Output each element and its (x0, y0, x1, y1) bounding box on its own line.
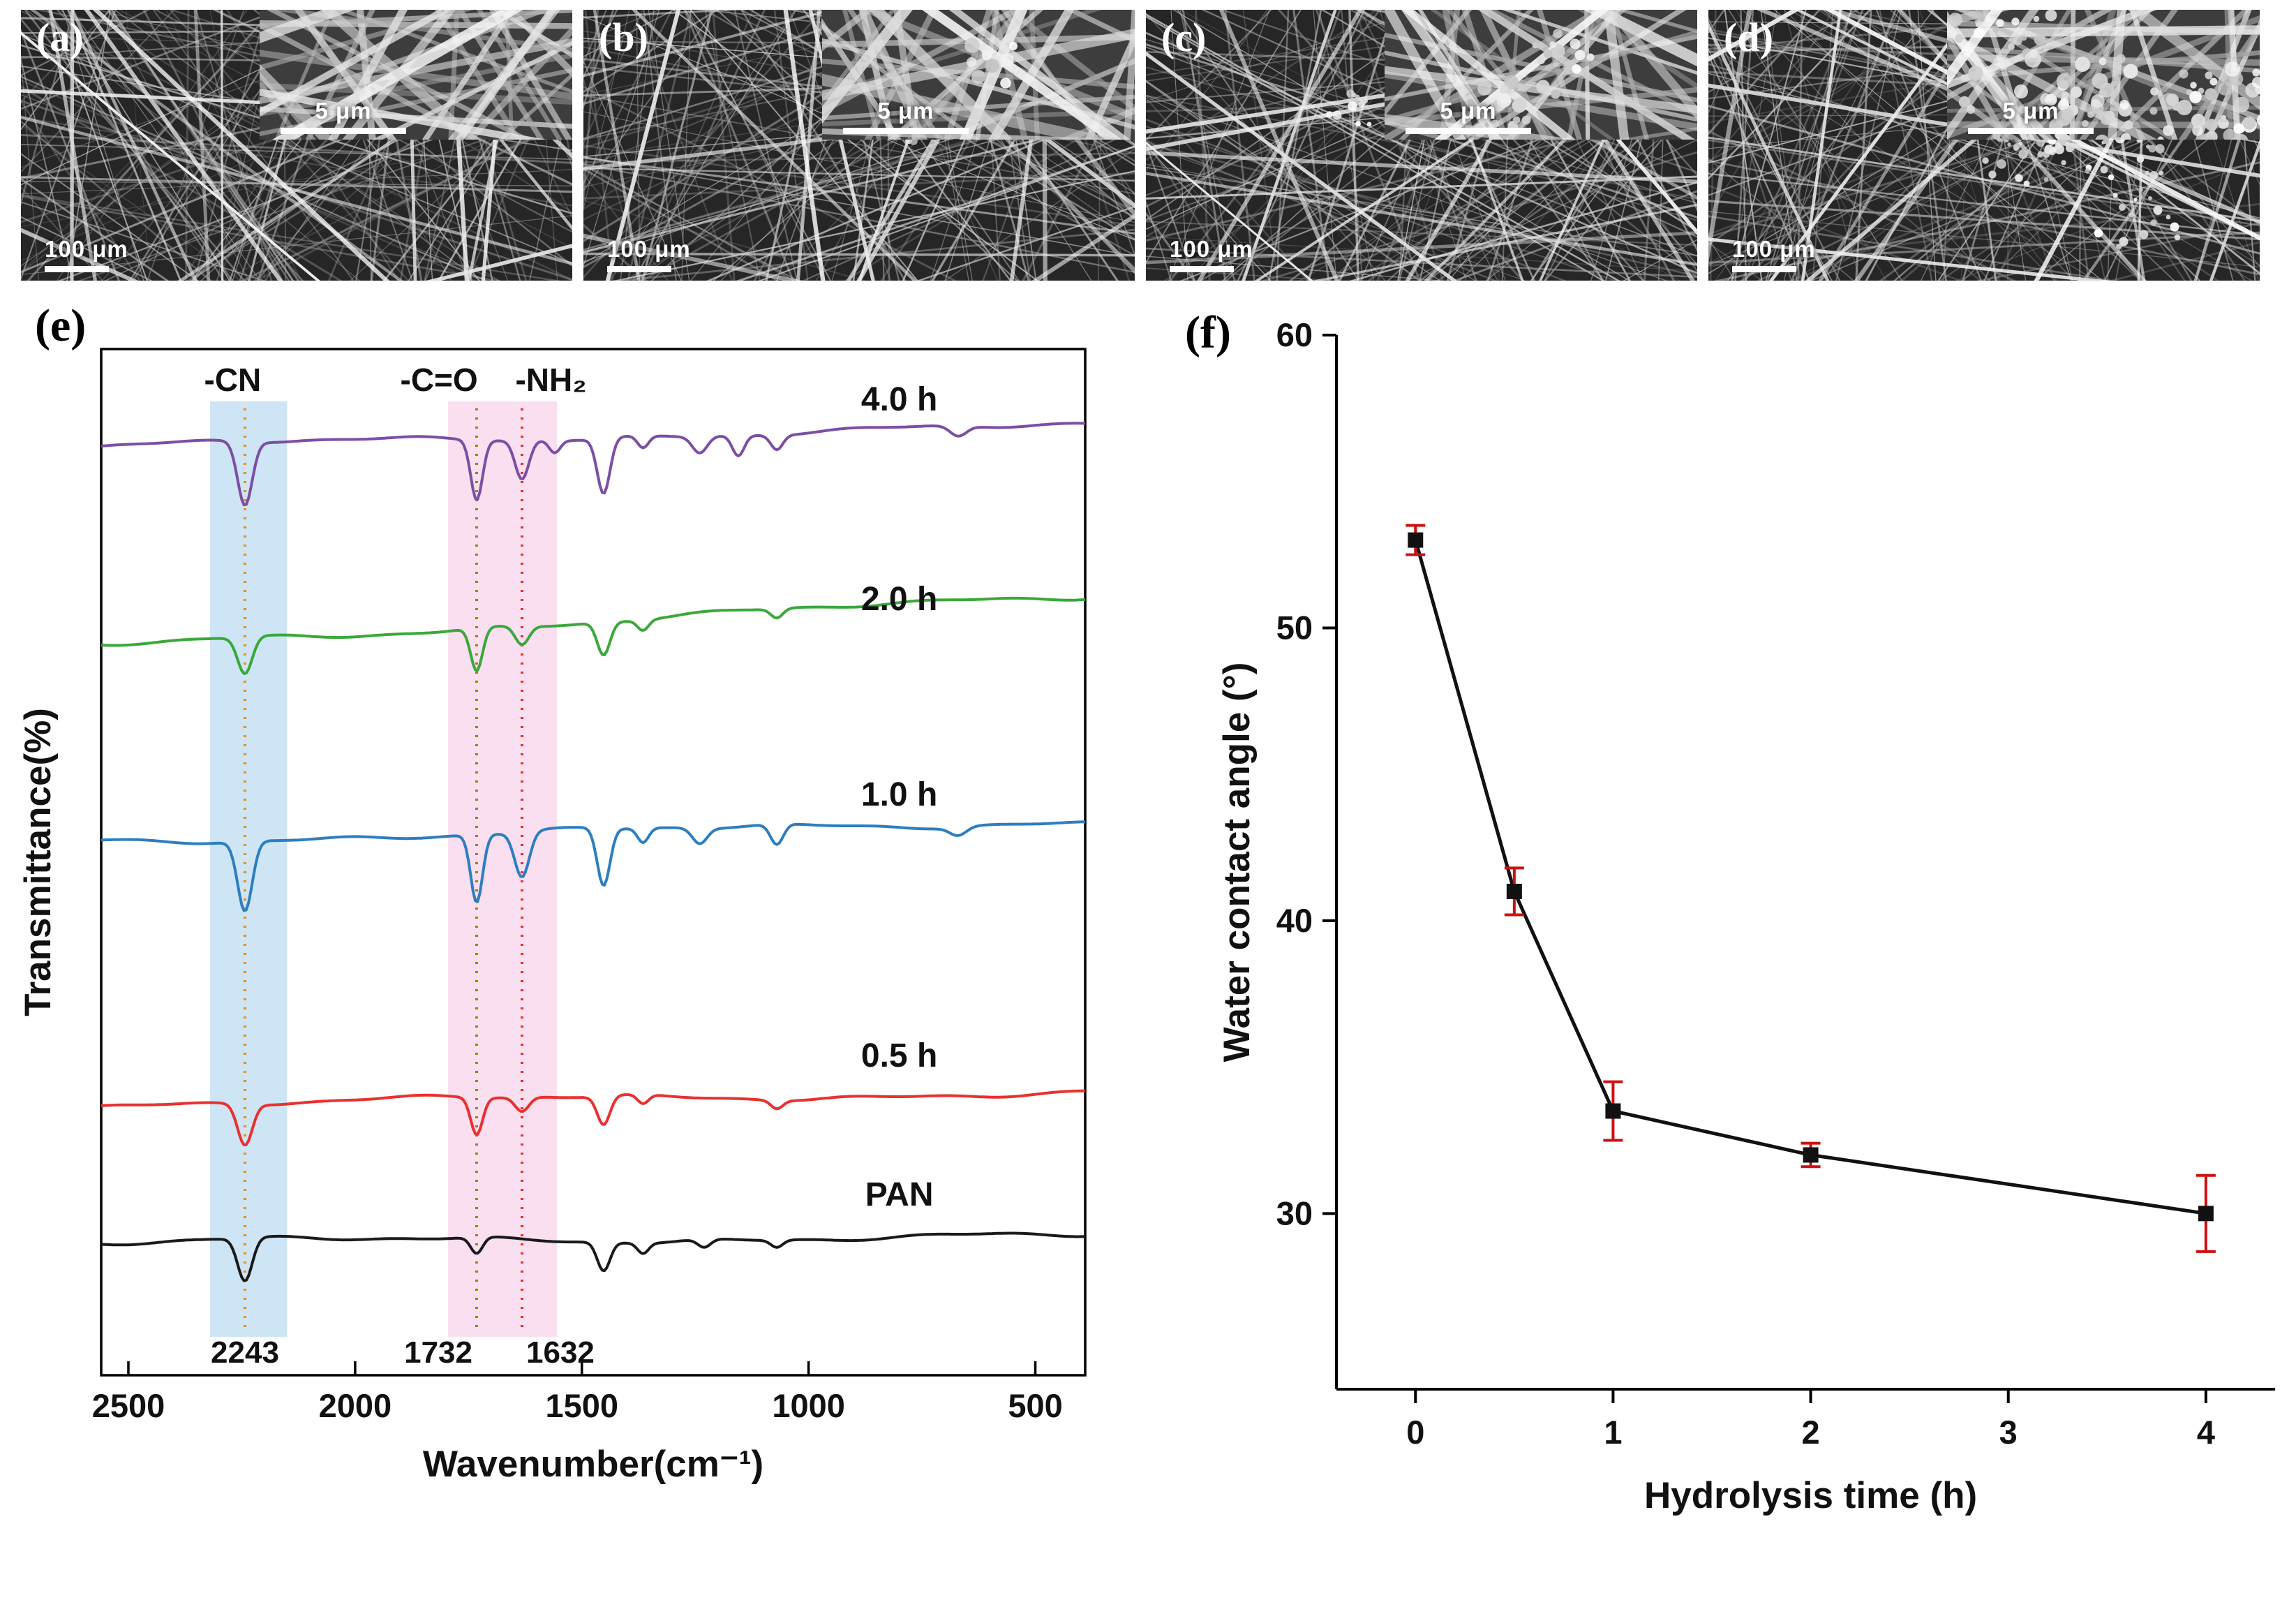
data-marker (1506, 883, 1522, 899)
x-tick-label: 1000 (772, 1387, 845, 1424)
water-contact-angle-chart: 30 40 50 60 0 1 2 3 4 Hydrolysis time (h) Water co… (1216, 316, 2275, 1516)
band-annotation: -NH₂ (515, 362, 586, 398)
inset-scale-label: 5 μm (315, 98, 372, 124)
peak-wavenumber-label: 1732 (404, 1335, 472, 1370)
band-annotation: -C=O (401, 362, 478, 398)
x-tick-label: 1 (1604, 1414, 1622, 1451)
sem-panel-a: 5 μm (a) 100 μm (21, 10, 572, 281)
ftir-chart: 2500 2000 1500 1000 500 4.0 h 2.0 h 1.0 h 0.5 h P… (21, 348, 1087, 1485)
x-tick-label: 1500 (545, 1387, 618, 1424)
inset-scale: 5 μm (281, 98, 406, 134)
scale-label: 100 μm (607, 236, 691, 262)
curve-label: 1.0 h (861, 776, 937, 813)
scale-label: 100 μm (1732, 236, 1816, 262)
highlight-band (448, 401, 557, 1337)
data-marker (2198, 1206, 2214, 1222)
curve-label: 4.0 h (861, 381, 937, 418)
scale-label: 100 μm (1170, 236, 1253, 262)
data-marker (1803, 1147, 1819, 1163)
sem-inset-micrograph-d (1947, 10, 2260, 140)
x-tick-label: 2000 (319, 1387, 392, 1424)
sem-inset-micrograph-a (260, 10, 572, 140)
x-axis-title: Wavenumber(cm⁻¹) (423, 1444, 763, 1485)
sem-inset-micrograph-b (822, 10, 1135, 140)
inset-scale-label: 5 μm (877, 98, 934, 124)
y-tick-label: 50 (1276, 609, 1313, 646)
panel-letter-d: (d) (1724, 15, 1773, 60)
inset-scale-bar (1968, 128, 2094, 134)
ftir-curve (100, 1231, 1086, 1282)
panel-letter-e: (e) (35, 300, 87, 351)
data-line (1413, 539, 2207, 1215)
panel-letter-b: (b) (599, 15, 648, 60)
ftir-curve (100, 596, 1086, 675)
x-tick-label: 4 (2197, 1414, 2215, 1451)
sem-inset-a: 5 μm (260, 10, 572, 140)
sem-row: 5 μm (a) 100 μm 5 μm (b) 100 μm (21, 10, 2260, 281)
peak-wavenumber-label: 2243 (211, 1335, 279, 1370)
ftir-curve (100, 422, 1085, 507)
inset-scale-bar (843, 128, 969, 134)
panel-letter-f: (f) (1185, 307, 1231, 358)
ftir-curve (101, 820, 1085, 912)
main-scale: 100 μm (45, 236, 128, 272)
peak-wavenumber-label: 1632 (526, 1335, 595, 1370)
band-annotation: -CN (204, 362, 262, 398)
sem-panel-c: 5 μm (c) 100 μm (1146, 10, 1697, 281)
y-tick-label: 40 (1276, 902, 1313, 939)
inset-scale-label: 5 μm (1440, 98, 1497, 124)
sem-panel-d: 5 μm (d) 100 μm (1708, 10, 2260, 281)
x-tick-label: 2 (1802, 1414, 1820, 1451)
inset-scale-bar (1406, 128, 1531, 134)
plot-frame (100, 348, 1087, 1377)
sem-inset-b: 5 μm (822, 10, 1135, 140)
scale-bar (1732, 266, 1796, 272)
sem-inset-d: 5 μm (1947, 10, 2260, 140)
ftir-curve (100, 1089, 1085, 1147)
main-scale: 100 μm (607, 236, 691, 272)
data-marker (1408, 532, 1424, 548)
curve-label: PAN (865, 1176, 934, 1213)
inset-scale-label: 5 μm (2002, 98, 2059, 124)
y-tick-label: 30 (1276, 1194, 1313, 1231)
scale-bar (1170, 266, 1234, 272)
inset-scale: 5 μm (1406, 98, 1531, 134)
curve-label: 2.0 h (861, 581, 937, 618)
highlight-band (209, 401, 288, 1337)
scale-label: 100 μm (45, 236, 128, 262)
x-tick-label: 2500 (92, 1387, 165, 1424)
main-scale: 100 μm (1170, 236, 1253, 272)
x-axis-title: Hydrolysis time (h) (1644, 1475, 1977, 1516)
panel-letter-a: (a) (36, 15, 84, 60)
curve-label: 0.5 h (861, 1037, 937, 1074)
main-scale: 100 μm (1732, 236, 1816, 272)
data-marker (1605, 1103, 1621, 1119)
ftir-panel: (e) 2500 2000 1500 1000 500 4.0 h 2.0 h 1.0 h 0.… (21, 297, 1124, 1553)
y-axis-title: Transmittance(%) (21, 708, 59, 1016)
sem-inset-micrograph-c (1385, 10, 1697, 140)
inset-scale: 5 μm (843, 98, 969, 134)
y-axis-title: Water contact angle (°) (1216, 662, 1258, 1062)
panel-letter-c: (c) (1161, 15, 1207, 60)
sem-inset-c: 5 μm (1385, 10, 1697, 140)
x-tick-label: 0 (1406, 1414, 1424, 1451)
wca-panel: (f) 30 40 50 60 0 1 2 3 4 Hydrolysis time (h) Wate… (1145, 297, 2296, 1553)
x-tick-label: 500 (1008, 1387, 1062, 1424)
scale-bar (607, 266, 671, 272)
inset-scale-bar (281, 128, 406, 134)
x-tick-label: 3 (1999, 1414, 2018, 1451)
inset-scale: 5 μm (1968, 98, 2094, 134)
scale-bar (45, 266, 109, 272)
y-tick-label: 60 (1276, 316, 1313, 353)
sem-panel-b: 5 μm (b) 100 μm (583, 10, 1135, 281)
